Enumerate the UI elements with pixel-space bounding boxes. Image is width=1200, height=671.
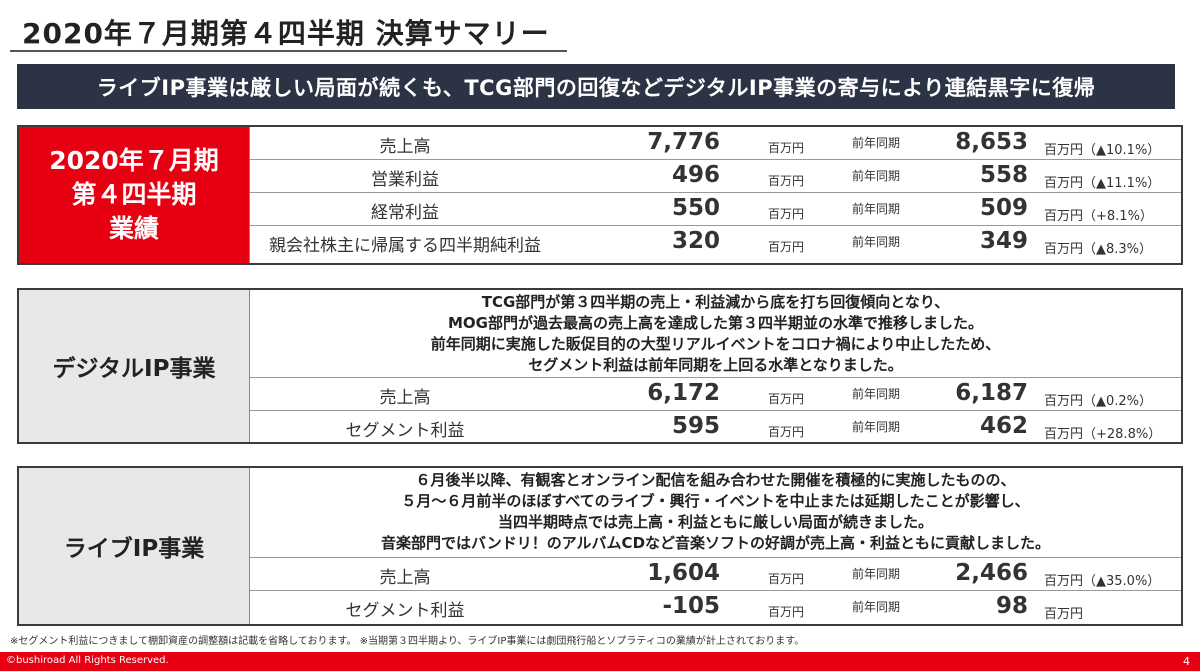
prev-year-label: 前年同期 xyxy=(852,136,901,150)
row-unit: 百万円 xyxy=(768,572,805,586)
row-name: 営業利益 xyxy=(371,170,439,190)
prev-year-label: 前年同期 xyxy=(852,420,901,434)
live-ip-row: 売上高 1,604 百万円 前年同期 2,466 百万円（▲35.0%） xyxy=(250,558,1181,591)
row-value: 496 xyxy=(671,162,720,188)
change-rate: 百万円（▲8.3%） xyxy=(1044,242,1153,257)
row-unit: 百万円 xyxy=(768,207,805,221)
page-title-block: 2020年７月期第４四半期 決算サマリー xyxy=(10,8,567,52)
summary-section: 2020年７月期 第４四半期 業績 売上高 7,776 百万円 前年同期 8,6… xyxy=(17,125,1183,265)
row-name: 親会社株主に帰属する四半期純利益 xyxy=(269,236,541,256)
summary-label-line: 業績 xyxy=(108,214,159,243)
digital-ip-label: デジタルIP事業 xyxy=(19,290,250,442)
copyright: ©bushiroad All Rights Reserved. xyxy=(6,655,169,666)
prev-year-label: 前年同期 xyxy=(852,202,901,216)
description-line: 前年同期に実施した販促目的の大型リアルイベントをコロナ禍により中止したため、 xyxy=(430,335,1001,353)
description-line: セグメント利益は前年同期を上回る水準となりました。 xyxy=(528,356,903,374)
row-value: 7,776 xyxy=(647,129,720,155)
digital-ip-section: デジタルIP事業 TCG部門が第３四半期の売上・利益減から底を打ち回復傾向となり… xyxy=(17,288,1183,444)
change-rate: 百万円（▲0.2%） xyxy=(1044,394,1153,409)
digital-ip-row: 売上高 6,172 百万円 前年同期 6,187 百万円（▲0.2%） xyxy=(250,378,1181,411)
summary-label-line: 第４四半期 xyxy=(71,180,197,209)
row-name: 売上高 xyxy=(379,568,431,588)
row-value: 550 xyxy=(671,195,720,221)
footer-bar: ©bushiroad All Rights Reserved. 4 xyxy=(0,652,1200,671)
footnote: ※セグメント利益につきまして棚卸資産の調整額は記載を省略しております。 ※当期第… xyxy=(10,636,805,647)
summary-label-line: 2020年７月期 xyxy=(49,146,219,175)
row-unit: 百万円 xyxy=(768,425,805,439)
row-name: セグメント利益 xyxy=(345,421,465,441)
summary-rows: 売上高 7,776 百万円 前年同期 8,653 百万円（▲10.1%） 営業利… xyxy=(250,127,1181,259)
row-value: 320 xyxy=(671,228,720,254)
row-name: 経常利益 xyxy=(371,203,439,223)
prev-year-value: 8,653 xyxy=(955,129,1028,155)
row-unit: 百万円 xyxy=(768,240,805,254)
prev-year-label: 前年同期 xyxy=(852,387,901,401)
row-value: -105 xyxy=(662,593,720,619)
prev-year-value: 349 xyxy=(979,228,1028,254)
page-number: 4 xyxy=(1183,655,1190,668)
description-line: ５月～６月前半のほぼすべてのライブ・興行・イベントを中止または延期したことが影響… xyxy=(401,492,1030,510)
prev-year-label: 前年同期 xyxy=(852,235,901,249)
live-ip-description: ６月後半以降、有観客とオンライン配信を組み合わせた開催を積極的に実施したものの、… xyxy=(250,468,1181,558)
description-line: 音楽部門ではバンドリ！のアルバムCDなど音楽ソフトの好調が売上高・利益ともに貢献… xyxy=(380,534,1051,552)
digital-ip-description: TCG部門が第３四半期の売上・利益減から底を打ち回復傾向となり、 MOG部門が過… xyxy=(250,290,1181,378)
change-rate: 百万円（▲10.1%） xyxy=(1044,143,1161,158)
description-line: 当四半期時点では売上高・利益ともに厳しい局面が続きました。 xyxy=(497,513,933,531)
summary-row: 経常利益 550 百万円 前年同期 509 百万円（+8.1%） xyxy=(250,193,1181,226)
prev-year-value: 462 xyxy=(979,413,1028,439)
summary-row: 売上高 7,776 百万円 前年同期 8,653 百万円（▲10.1%） xyxy=(250,127,1181,160)
change-rate: 百万円（+8.1%） xyxy=(1044,209,1153,224)
digital-ip-rows: TCG部門が第３四半期の売上・利益減から底を打ち回復傾向となり、 MOG部門が過… xyxy=(250,290,1181,444)
summary-row: 営業利益 496 百万円 前年同期 558 百万円（▲11.1%） xyxy=(250,160,1181,193)
live-ip-label: ライブIP事業 xyxy=(19,468,250,624)
summary-label: 2020年７月期 第４四半期 業績 xyxy=(19,127,250,263)
live-ip-section: ライブIP事業 ６月後半以降、有観客とオンライン配信を組み合わせた開催を積極的に… xyxy=(17,466,1183,626)
headline-banner: ライブIP事業は厳しい局面が続くも、TCG部門の回復などデジタルIP事業の寄与に… xyxy=(17,64,1175,109)
prev-year-value: 509 xyxy=(979,195,1028,221)
row-value: 1,604 xyxy=(647,560,720,586)
row-value: 595 xyxy=(671,413,720,439)
row-unit: 百万円 xyxy=(768,174,805,188)
row-name: 売上高 xyxy=(379,137,431,157)
prev-year-value: 98 xyxy=(995,593,1028,619)
description-line: MOG部門が過去最高の売上高を達成した第３四半期並の水準で推移しました。 xyxy=(448,314,983,332)
change-rate: 百万円 xyxy=(1044,607,1084,622)
description-line: ６月後半以降、有観客とオンライン配信を組み合わせた開催を積極的に実施したものの、 xyxy=(415,471,1016,489)
page-title: 2020年７月期第４四半期 決算サマリー xyxy=(22,17,550,50)
change-rate: 百万円（▲11.1%） xyxy=(1044,176,1161,191)
live-ip-row: セグメント利益 -105 百万円 前年同期 98 百万円 xyxy=(250,591,1181,624)
row-unit: 百万円 xyxy=(768,141,805,155)
change-rate: 百万円（+28.8%） xyxy=(1044,427,1162,442)
row-name: 売上高 xyxy=(379,388,431,408)
summary-row: 親会社株主に帰属する四半期純利益 320 百万円 前年同期 349 百万円（▲8… xyxy=(250,226,1181,259)
prev-year-value: 558 xyxy=(979,162,1028,188)
change-rate: 百万円（▲35.0%） xyxy=(1044,574,1161,589)
row-unit: 百万円 xyxy=(768,605,805,619)
row-unit: 百万円 xyxy=(768,392,805,406)
prev-year-label: 前年同期 xyxy=(852,567,901,581)
digital-ip-row: セグメント利益 595 百万円 前年同期 462 百万円（+28.8%） xyxy=(250,411,1181,444)
row-name: セグメント利益 xyxy=(345,601,465,621)
row-value: 6,172 xyxy=(647,380,720,406)
prev-year-label: 前年同期 xyxy=(852,600,901,614)
prev-year-label: 前年同期 xyxy=(852,169,901,183)
live-ip-rows: ６月後半以降、有観客とオンライン配信を組み合わせた開催を積極的に実施したものの、… xyxy=(250,468,1181,624)
prev-year-value: 6,187 xyxy=(955,380,1028,406)
description-line: TCG部門が第３四半期の売上・利益減から底を打ち回復傾向となり、 xyxy=(481,293,950,311)
prev-year-value: 2,466 xyxy=(955,560,1028,586)
